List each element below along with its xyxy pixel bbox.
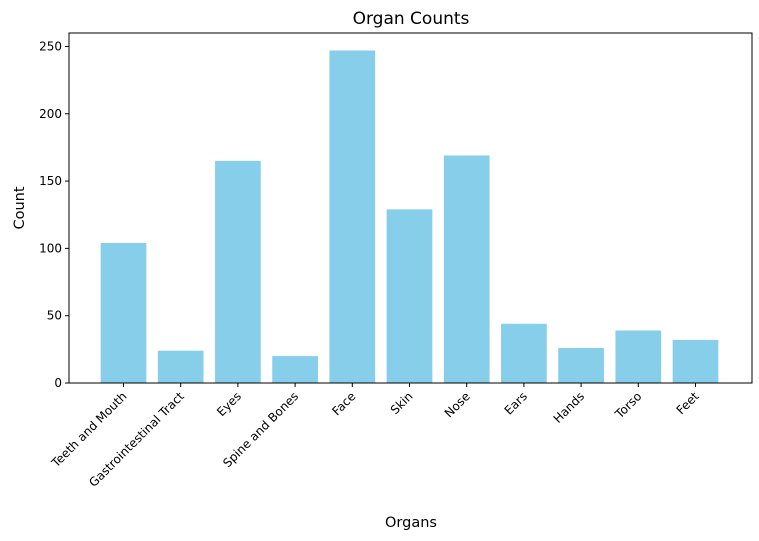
y-tick-label: 200 xyxy=(39,107,62,121)
x-tick-label: Hands xyxy=(551,389,588,426)
y-tick-label: 150 xyxy=(39,174,62,188)
bar-ears xyxy=(501,323,547,383)
x-tick-label: Face xyxy=(329,389,358,418)
y-tick-label: 100 xyxy=(39,241,62,255)
x-tick-label: Torso xyxy=(612,389,645,422)
x-tick-label: Feet xyxy=(674,389,702,417)
y-axis: 0 50 100 150 200 250 xyxy=(39,39,69,390)
x-tick-label: Nose xyxy=(442,389,473,420)
x-tick-label: Eyes xyxy=(214,389,244,419)
y-tick-label: 250 xyxy=(39,39,62,53)
x-tick-label: Skin xyxy=(388,389,416,417)
bar-gastrointestinal-tract xyxy=(157,350,204,383)
y-axis-label: Count xyxy=(12,186,28,229)
y-tick-label: 50 xyxy=(47,309,62,323)
bar-nose xyxy=(443,155,490,383)
bar-skin xyxy=(386,209,433,383)
bar-hands xyxy=(558,348,604,383)
bar-feet xyxy=(672,339,719,383)
chart-title: Organ Counts xyxy=(353,9,470,29)
bars-group xyxy=(100,50,719,383)
bar-eyes xyxy=(215,160,261,383)
x-axis-label: Organs xyxy=(385,515,437,531)
x-tick-label: Gastrointestinal Tract xyxy=(86,389,187,490)
y-tick-label: 0 xyxy=(54,376,62,390)
bar-torso xyxy=(615,330,662,383)
bar-spine-and-bones xyxy=(272,356,318,383)
x-tick-label: Ears xyxy=(502,389,530,417)
bar-face xyxy=(329,50,376,383)
bar-teeth-and-mouth xyxy=(100,243,147,383)
plot-frame xyxy=(68,32,753,384)
